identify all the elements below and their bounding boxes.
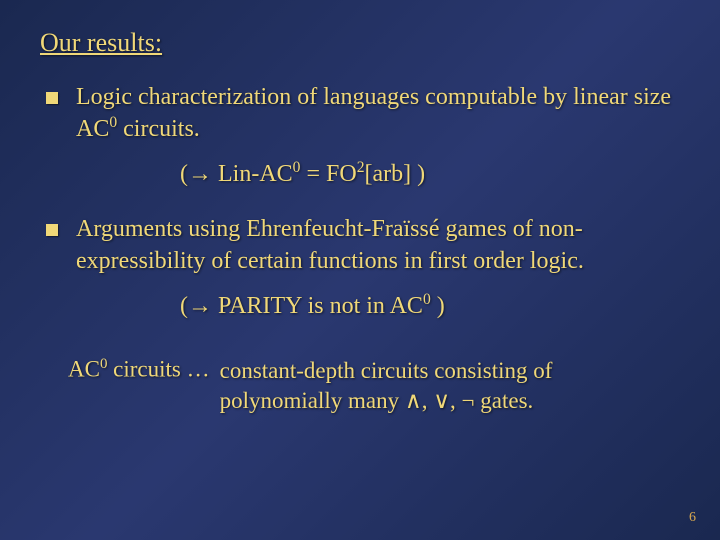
formula-seg: [arb] ) [364, 161, 425, 187]
bullet-text: Arguments using Ehrenfeucht-Fraïssé game… [76, 214, 680, 276]
footnote-post: circuits … [107, 356, 209, 381]
bullet-item: Arguments using Ehrenfeucht-Fraïssé game… [46, 214, 680, 276]
formula-seg: Lin-AC [212, 161, 293, 187]
arrow-icon: → [188, 293, 212, 320]
superscript: 0 [109, 114, 117, 131]
formula-seg: ) [431, 293, 445, 319]
footnote-pre: AC [68, 356, 100, 381]
formula-line: (→ Lin-AC0 = FO2[arb] ) [180, 159, 680, 188]
superscript: 0 [423, 291, 431, 308]
bullet-item: Logic characterization of languages comp… [46, 82, 680, 145]
bullet-text-pre: Arguments using Ehrenfeucht-Fraïssé game… [76, 216, 584, 273]
page-number: 6 [689, 510, 696, 526]
footnote: AC0 circuits … constant-depth circuits c… [68, 356, 680, 416]
paren-open: ( [180, 293, 188, 319]
footnote-definition: constant-depth circuits consisting of po… [220, 356, 680, 416]
formula-seg: = FO [300, 161, 356, 187]
bullet-text-post: circuits. [117, 116, 200, 142]
slide-container: Our results: Logic characterization of l… [0, 0, 720, 540]
bullet-square-icon [46, 92, 58, 104]
slide-title: Our results: [40, 28, 680, 58]
bullet-text: Logic characterization of languages comp… [76, 82, 680, 145]
formula-line: (→ PARITY is not in AC0 ) [180, 291, 680, 320]
arrow-icon: → [188, 161, 212, 188]
bullet-square-icon [46, 224, 58, 236]
formula-seg: PARITY is not in AC [212, 293, 423, 319]
paren-open: ( [180, 161, 188, 187]
footnote-term: AC0 circuits … [68, 356, 210, 416]
